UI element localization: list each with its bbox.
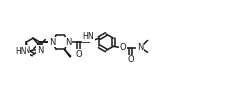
Text: N: N: [65, 38, 72, 47]
Text: O: O: [120, 43, 127, 52]
Text: N: N: [49, 38, 55, 47]
Text: HN: HN: [15, 47, 26, 56]
Polygon shape: [64, 49, 71, 57]
Text: N: N: [137, 43, 143, 52]
Text: N: N: [49, 38, 55, 47]
Text: N: N: [37, 46, 43, 55]
Text: N: N: [23, 46, 29, 55]
Text: HN: HN: [82, 32, 94, 41]
Text: O: O: [75, 50, 82, 59]
Text: O: O: [127, 55, 134, 64]
